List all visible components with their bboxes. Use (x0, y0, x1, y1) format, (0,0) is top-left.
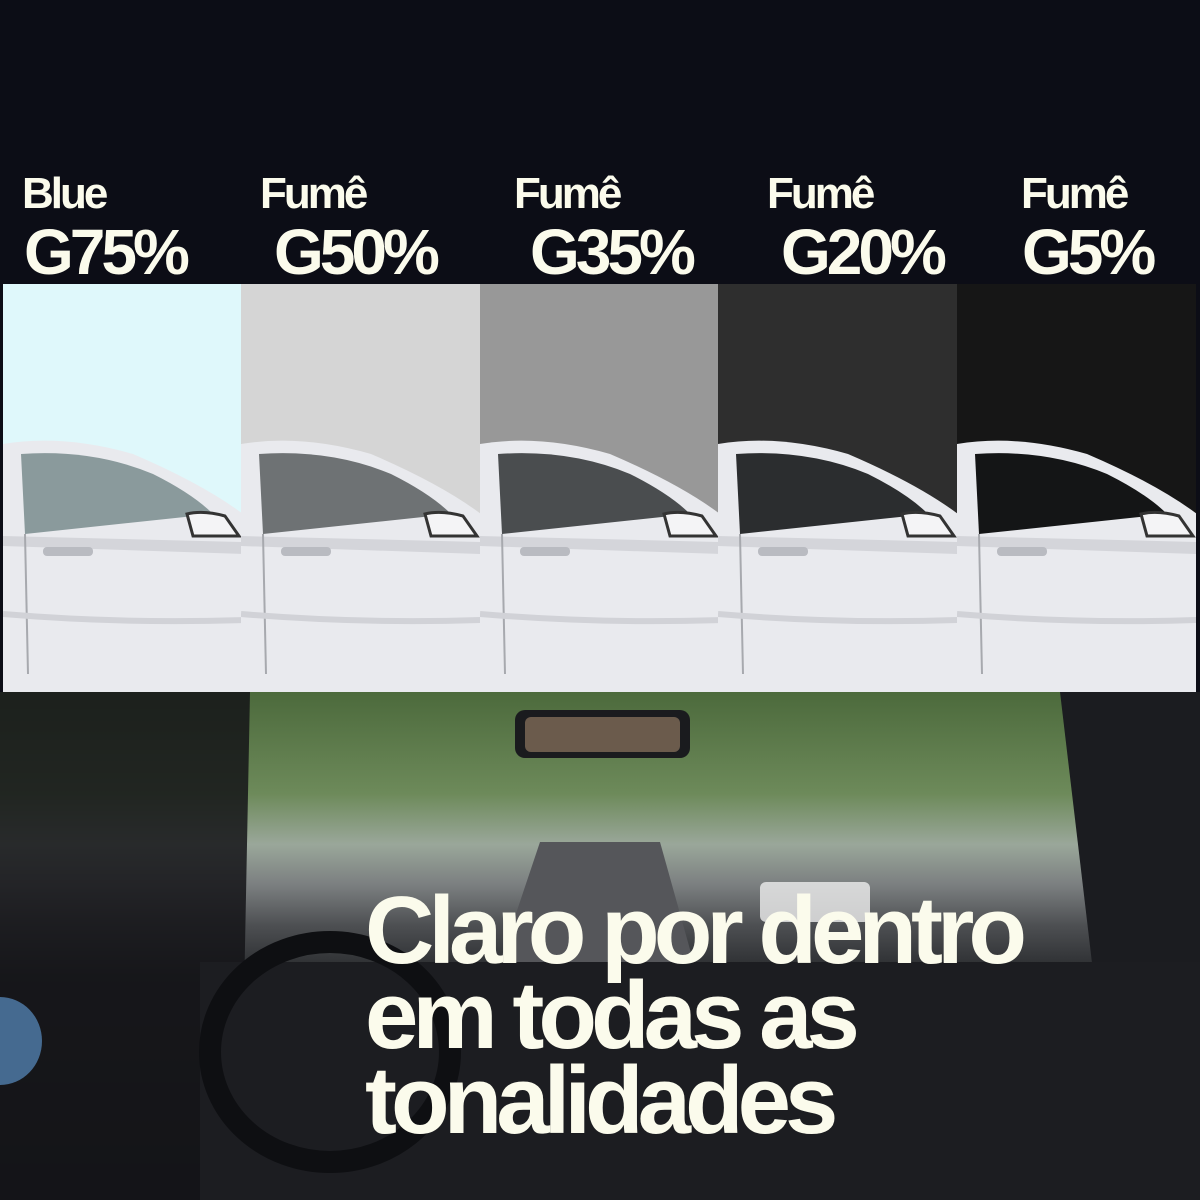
tint-panel-g20 (718, 284, 957, 692)
tint-type: Fumê (260, 169, 368, 218)
car-door-illustration (480, 440, 718, 692)
car-door-illustration (957, 440, 1196, 692)
headline-line-1: Claro por dentro (365, 877, 1027, 984)
headline-line-3: tonalidades (365, 1047, 838, 1154)
interior-scene (0, 692, 1200, 1200)
driver-interior-photo (0, 692, 1200, 1200)
tint-panel-g5 (957, 284, 1196, 692)
tint-grade: G20% (781, 216, 947, 288)
driver-silhouette (0, 692, 250, 1200)
car-ahead (760, 882, 870, 922)
steering-wheel (199, 931, 461, 1173)
tint-grade: G5% (1022, 216, 1156, 288)
tint-type: Fumê (767, 169, 875, 218)
tint-type: Blue (22, 169, 108, 218)
car-door-illustration (241, 440, 480, 692)
tint-grade: G75% (24, 216, 190, 288)
headline-line-2: em todas as (365, 962, 860, 1069)
headline: Claro por dentro em todas as tonalidades (365, 877, 1027, 1154)
tint-type: Fumê (514, 169, 622, 218)
tint-panel-g50 (241, 284, 480, 692)
tint-panel-g75 (3, 284, 241, 692)
car-door-illustration (718, 440, 957, 692)
tint-grade: G50% (274, 216, 440, 288)
car-door-illustration (3, 440, 241, 692)
tint-panel-g35 (480, 284, 718, 692)
tint-type: Fumê (1021, 169, 1129, 218)
tint-grade: G35% (530, 216, 696, 288)
